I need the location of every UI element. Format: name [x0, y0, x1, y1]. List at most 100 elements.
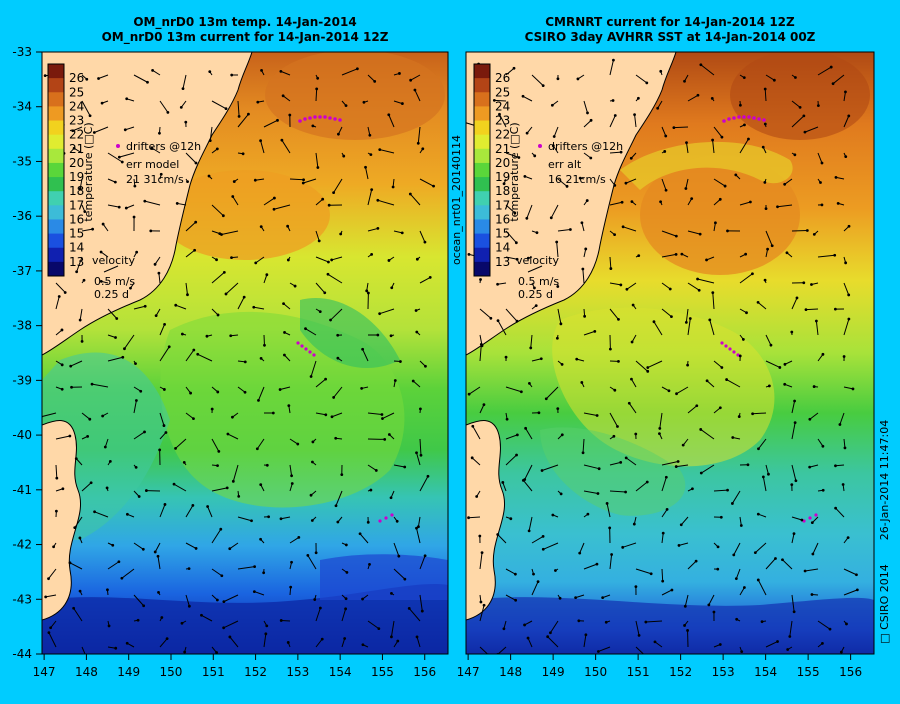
velocity-arrow-head — [732, 554, 735, 557]
velocity-arrow-head — [745, 311, 748, 314]
lon-tick-label: 151 — [627, 665, 650, 679]
velocity-arrow-head — [287, 259, 290, 262]
velocity-arrow-head — [515, 454, 518, 457]
velocity-arrow-head — [706, 379, 709, 382]
velocity-arrow-head — [216, 391, 219, 394]
velocity-arrow-head — [368, 134, 371, 137]
velocity-arrow-head — [514, 599, 517, 602]
velocity-arrow-head — [376, 199, 379, 202]
velocity-arrow-head — [415, 451, 418, 454]
velocity-arrow-head — [263, 344, 266, 347]
velocity-arrow-head — [659, 200, 662, 203]
velocity-arrow-head — [695, 404, 698, 407]
velocity-arrow-head — [252, 306, 255, 309]
lon-tick-label: 148 — [75, 665, 98, 679]
velocity-arrow-head — [217, 450, 220, 453]
velocity-arrow-head — [719, 198, 722, 201]
velocity-arrow-head — [631, 341, 634, 344]
velocity-arrow-head — [154, 551, 157, 554]
velocity-arrow-head — [815, 320, 818, 323]
velocity-arrow-head — [747, 138, 750, 141]
velocity-arrow-head — [286, 225, 289, 228]
velocity-arrow-head — [118, 206, 121, 209]
velocity-arrow-head — [483, 604, 486, 607]
velocity-arrow-head — [149, 229, 152, 232]
velocity-arrow-head — [479, 278, 482, 281]
velocity-arrow-head — [665, 476, 668, 479]
velocity-arrow-head — [740, 650, 743, 653]
velocity-arrow-head — [834, 507, 837, 510]
velocity-arrow-head — [429, 276, 432, 279]
velocity-arrow-head — [294, 285, 297, 288]
velocity-arrow-head — [332, 191, 335, 194]
velocity-arrow-head — [253, 590, 256, 593]
velocity-arrow-head — [847, 318, 850, 321]
velocity-arrow-head — [699, 233, 702, 236]
velocity-arrow-head — [417, 142, 420, 145]
velocity-arrow-head — [306, 554, 309, 557]
velocity-arrow-head — [419, 407, 422, 410]
velocity-arrow-head — [763, 181, 766, 184]
velocity-arrow-head — [810, 283, 813, 286]
velocity-arrow-head — [528, 382, 531, 385]
velocity-arrow-head — [821, 203, 824, 206]
velocity-arrow-head — [134, 362, 137, 365]
velocity-arrow-head — [689, 317, 692, 320]
lat-tick-label: -34 — [12, 100, 32, 114]
velocity-arrow-head — [139, 390, 142, 393]
velocity-arrow-head — [680, 253, 683, 256]
velocity-arrow-head — [583, 315, 586, 318]
velocity-arrow-head — [363, 101, 366, 104]
velocity-arrow-head — [196, 353, 199, 356]
velocity-arrow-head — [79, 319, 82, 322]
velocity-arrow-head — [165, 431, 168, 434]
velocity-arrow-head — [195, 547, 198, 550]
velocity-arrow-head — [114, 181, 117, 184]
velocity-arrow-head — [408, 607, 411, 610]
velocity-arrow-head — [754, 551, 757, 554]
velocity-arrow-head — [415, 331, 418, 334]
velocity-arrow-head — [316, 166, 319, 169]
velocity-arrow-head — [606, 502, 609, 505]
velocity-arrow-head — [231, 416, 234, 419]
velocity-arrow-head — [634, 433, 637, 436]
velocity-arrow-head — [184, 121, 187, 124]
velocity-arrow-head — [216, 464, 219, 467]
velocity-arrow-head — [409, 193, 412, 196]
velocity-arrow-head — [801, 519, 804, 522]
velocity-arrow-head — [174, 447, 177, 450]
velocity-arrow-head — [757, 301, 760, 304]
velocity-arrow — [662, 569, 663, 581]
velocity-arrow-head — [115, 317, 118, 320]
velocity-arrow-head — [192, 417, 195, 420]
velocity-arrow-head — [691, 487, 694, 490]
velocity-arrow-head — [767, 473, 770, 476]
velocity-arrow-head — [220, 233, 223, 236]
velocity-arrow-head — [670, 315, 673, 318]
velocity-arrow-head — [734, 174, 737, 177]
velocity-arrow-head — [522, 95, 525, 98]
velocity-arrow-head — [644, 621, 647, 624]
velocity-arrow-head — [683, 624, 686, 627]
velocity-arrow-head — [569, 228, 572, 231]
velocity-arrow-head — [394, 379, 397, 382]
velocity-arrow-head — [143, 431, 146, 434]
velocity-arrow-head — [714, 221, 717, 224]
velocity-arrow-head — [135, 466, 138, 469]
colorbar-tick: 25 — [495, 85, 510, 99]
velocity-arrow-head — [631, 200, 634, 203]
velocity-arrow-head — [742, 338, 745, 341]
velocity-arrow-head — [770, 344, 773, 347]
velocity-arrow-head — [621, 201, 624, 204]
velocity-arrow-head — [776, 640, 779, 643]
velocity-arrow-head — [173, 483, 176, 486]
velocity-arrow-head — [93, 510, 96, 513]
velocity-arrow-head — [387, 113, 390, 116]
lon-tick-label: 147 — [457, 665, 480, 679]
colorbar-tick: 14 — [495, 241, 510, 255]
velocity-arrow-head — [168, 345, 171, 348]
velocity-arrow-head — [180, 106, 183, 109]
velocity-arrow-head — [743, 586, 746, 589]
velocity-arrow-head — [367, 521, 370, 524]
velocity-arrow — [674, 127, 688, 128]
